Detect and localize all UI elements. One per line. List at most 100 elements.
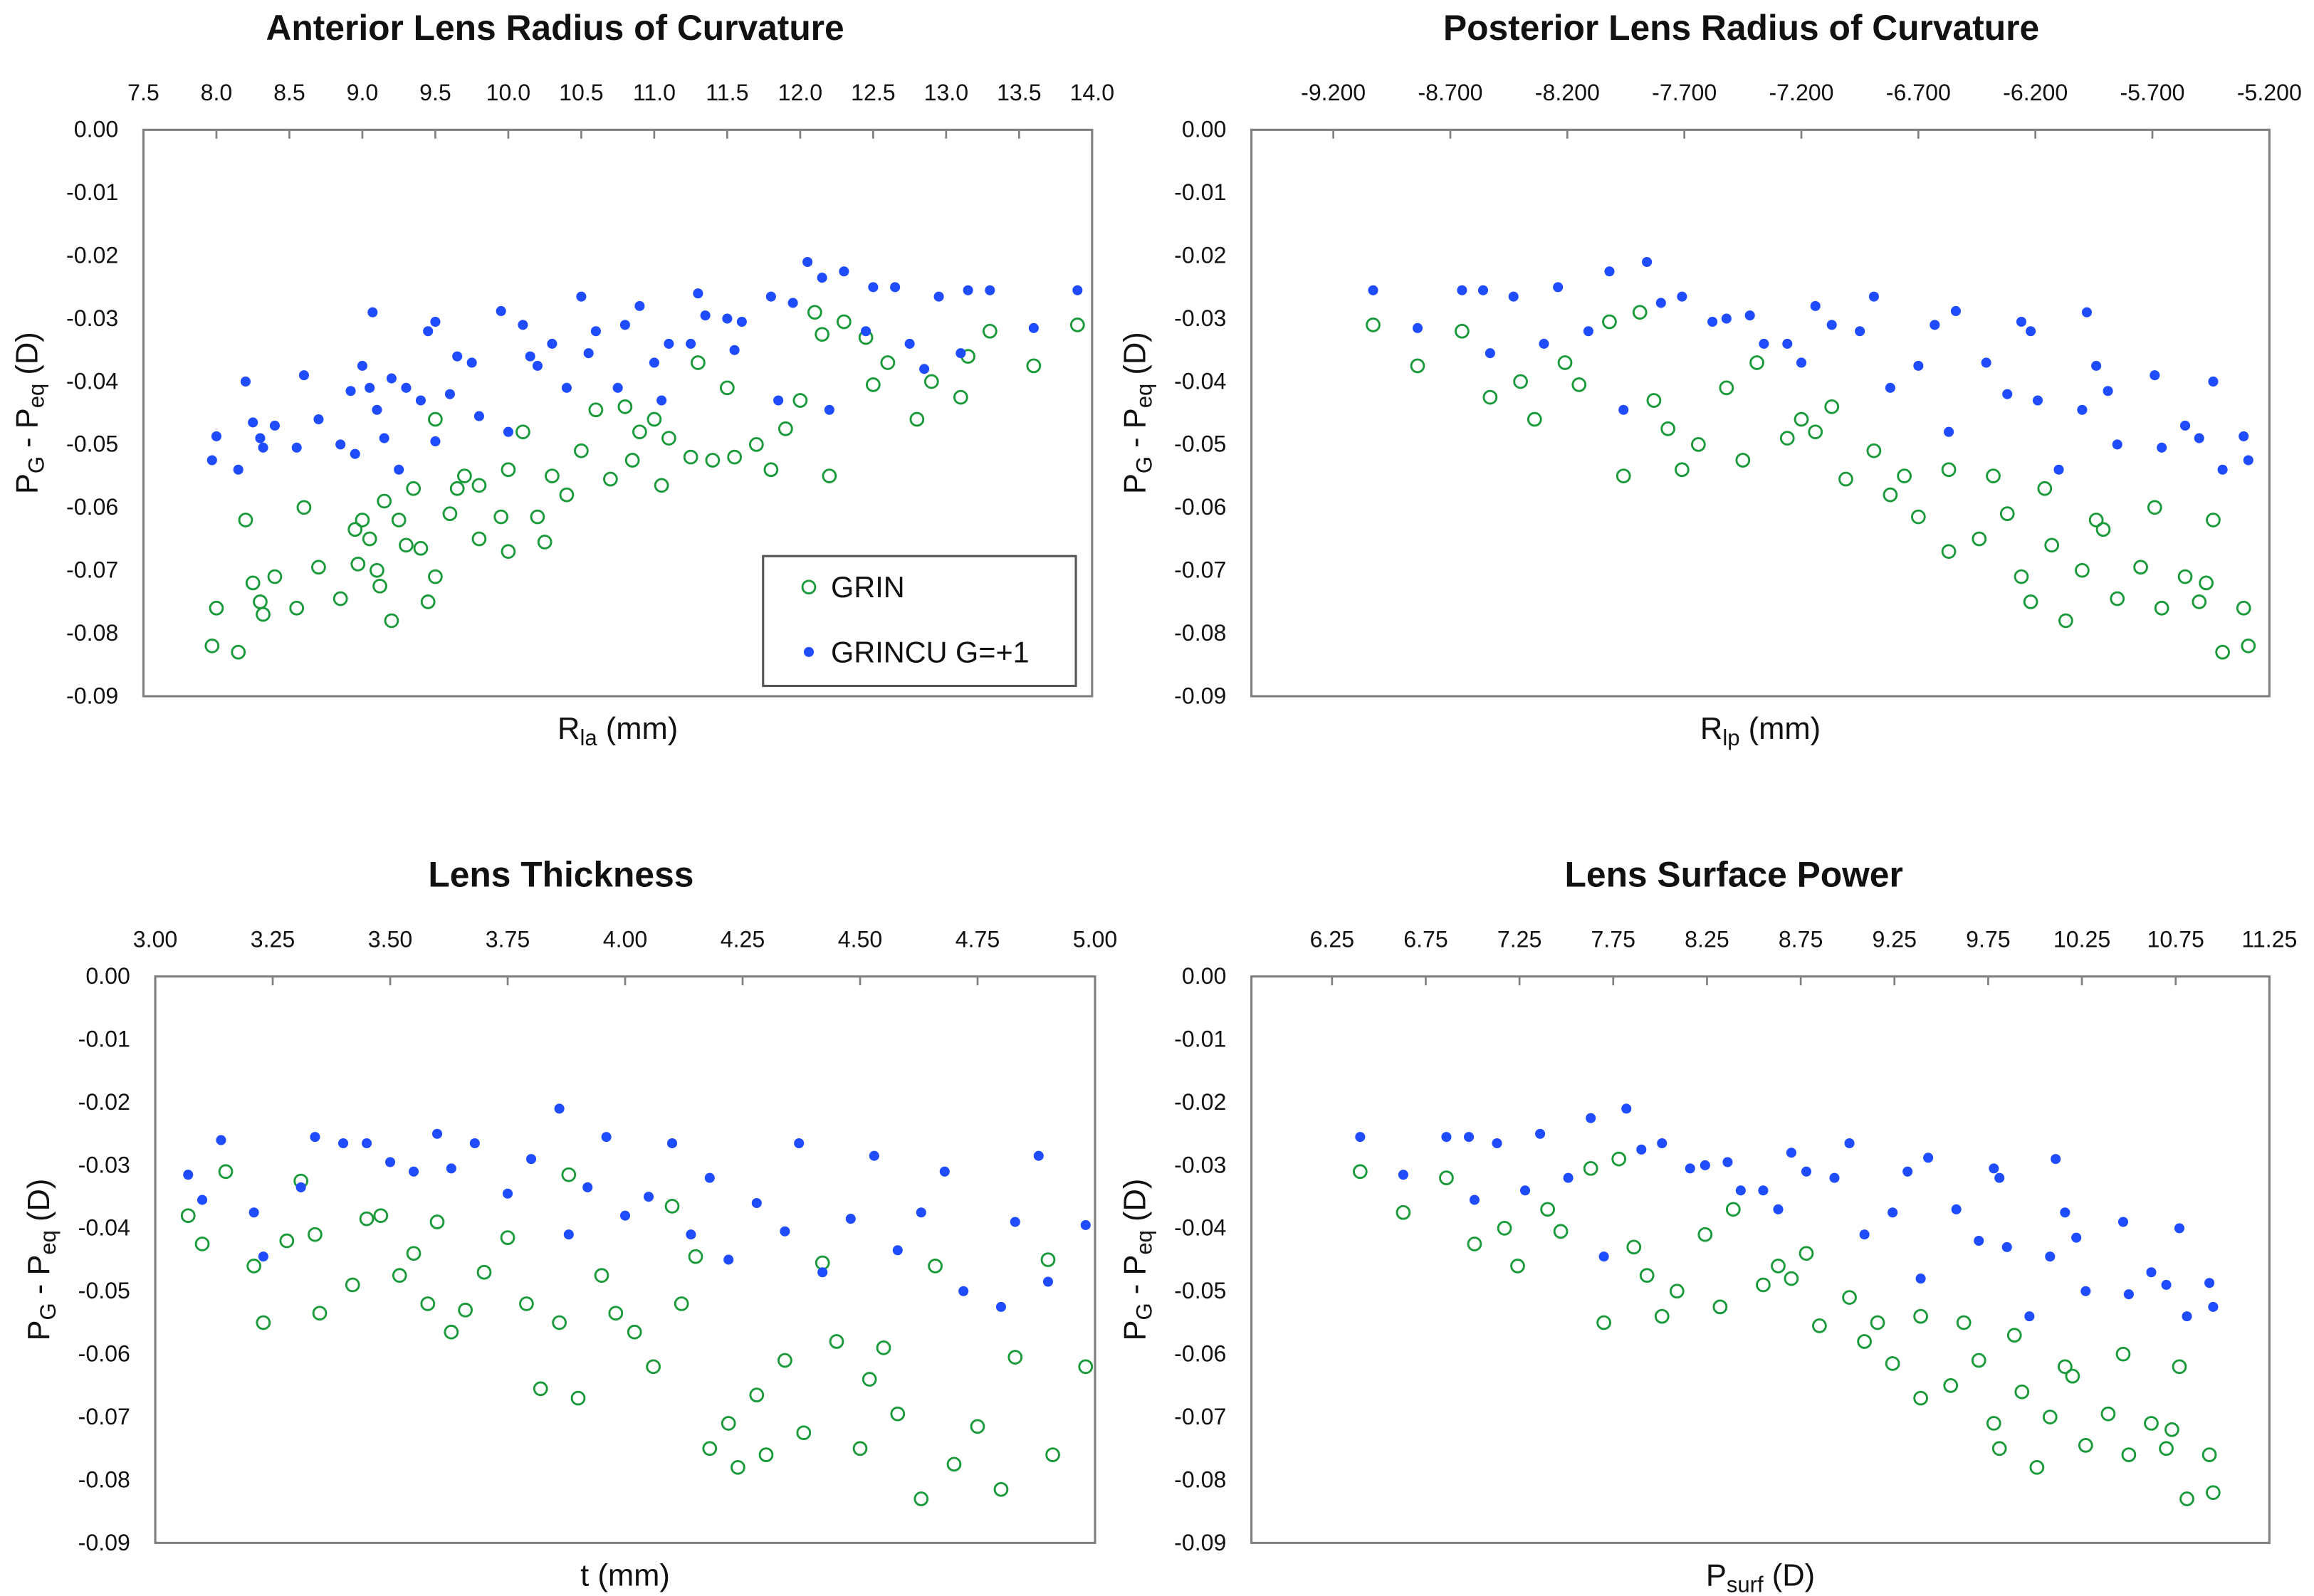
grincu-point (656, 395, 667, 406)
grincu-point (233, 464, 244, 475)
grincu-point (2060, 1207, 2070, 1218)
x-tick-label: 5.00 (1073, 926, 1117, 952)
series-grin (180, 1164, 1094, 1506)
grin-point (1602, 314, 1617, 330)
grin-point (2058, 613, 2073, 629)
grincu-point (956, 348, 966, 359)
grincu-point (2150, 370, 2160, 381)
grin-point (928, 1259, 943, 1274)
grincu-point (269, 420, 280, 431)
grincu-point (1829, 1172, 1840, 1183)
grincu-point (780, 1226, 790, 1237)
chart-title: Anterior Lens Radius of Curvature (266, 8, 844, 48)
grin-point (702, 1441, 718, 1456)
y-tick-label: -0.04 (1174, 368, 1226, 394)
grin-point (1712, 1299, 1728, 1315)
grincu-point (503, 426, 513, 437)
grincu-point (350, 448, 360, 459)
x-tick-label: 9.5 (419, 80, 451, 105)
grin-point (2236, 600, 2251, 616)
y-tick-label: -0.08 (1174, 620, 1226, 646)
y-tick-label: -0.07 (66, 557, 118, 583)
grincu-point (919, 364, 930, 374)
grincu-point (1915, 1274, 1926, 1284)
grin-point (1691, 437, 1706, 452)
grin-point (1779, 431, 1795, 446)
grincu-point (2071, 1232, 2082, 1243)
x-tick-label: -7.700 (1652, 80, 1717, 105)
grin-point (822, 468, 837, 483)
y-axis-label-part: eq (36, 1230, 61, 1255)
x-tick-label: 8.5 (273, 80, 305, 105)
grincu-point (1464, 1132, 1475, 1143)
grin-point (1455, 323, 1470, 339)
x-tick-label: 7.5 (127, 80, 159, 105)
grin-point (428, 411, 443, 427)
grin-point (946, 1456, 962, 1472)
grin-point (2037, 481, 2053, 496)
grin-point (537, 535, 553, 550)
grin-point (209, 600, 224, 616)
y-axis-label-part: (D) (22, 1179, 56, 1230)
y-axis-label: PG - Peq (D) (22, 1179, 61, 1341)
x-tick-label: 7.25 (1497, 926, 1542, 952)
grin-point (1352, 1164, 1368, 1180)
grin-point (594, 1268, 609, 1283)
grin-point (2065, 1368, 2080, 1384)
grincu-point (337, 1138, 349, 1149)
grin-point (1553, 1224, 1569, 1239)
grincu-point (2194, 433, 2204, 443)
grin-point (399, 537, 414, 553)
grincu-point (839, 266, 849, 277)
grincu-point (817, 1267, 828, 1278)
x-tick-label: 13.5 (997, 80, 1042, 105)
grincu-point (582, 1182, 593, 1192)
grincu-point (1950, 305, 1961, 317)
grincu-point (361, 1138, 372, 1149)
grincu-point (532, 360, 543, 371)
grin-point (1971, 1353, 1986, 1368)
grincu-point (365, 382, 375, 393)
legend-box (762, 555, 1077, 688)
grincu-point (892, 1245, 903, 1256)
grincu-point (211, 431, 222, 441)
y-axis-label-part: G (24, 456, 49, 473)
grincu-point (904, 338, 915, 349)
x-tick-label: 3.50 (368, 926, 413, 952)
grin-point (796, 1425, 812, 1441)
y-axis-label-part: eq (24, 384, 49, 409)
grincu-point (1412, 322, 1423, 333)
grin-point (1941, 462, 1957, 478)
grin-point (311, 560, 326, 575)
grincu-point (1485, 348, 1495, 359)
grincu-point (765, 291, 776, 302)
grincu-point (554, 1103, 565, 1114)
grincu-point (291, 442, 302, 453)
grincu-point (357, 360, 367, 371)
x-tick-label: 9.0 (347, 80, 379, 105)
grincu-point (1994, 1172, 2005, 1183)
grin-point (632, 424, 647, 440)
y-tick-label: -0.04 (1174, 1215, 1226, 1241)
grincu-point (2146, 1267, 2157, 1278)
y-tick-label: -0.07 (1174, 1404, 1226, 1429)
grincu-point (794, 1138, 805, 1149)
grin-point (721, 1416, 736, 1431)
grin-point (501, 462, 516, 478)
x-axis-label-part: la (580, 725, 597, 750)
grin-point (1527, 411, 1542, 427)
y-tick-label: 0.00 (74, 117, 119, 142)
grincu-point (2208, 376, 2219, 387)
x-axis-label: t (mm) (580, 1558, 670, 1592)
y-axis-label: PG - Peq (D) (1118, 332, 1156, 494)
chart-panel-1: Anterior Lens Radius of Curvature 7.5 8.0 8… (10, 8, 1114, 750)
grincu-point (958, 1286, 969, 1296)
grin-point (852, 1441, 868, 1456)
grincu-point (634, 300, 645, 311)
x-tick-label: 4.50 (838, 926, 883, 952)
grincu-point (430, 436, 441, 447)
grincu-point (2174, 1223, 2185, 1234)
grin-point (420, 1296, 436, 1311)
x-tick-label: 8.75 (1779, 926, 1823, 952)
grincu-point (561, 382, 572, 393)
